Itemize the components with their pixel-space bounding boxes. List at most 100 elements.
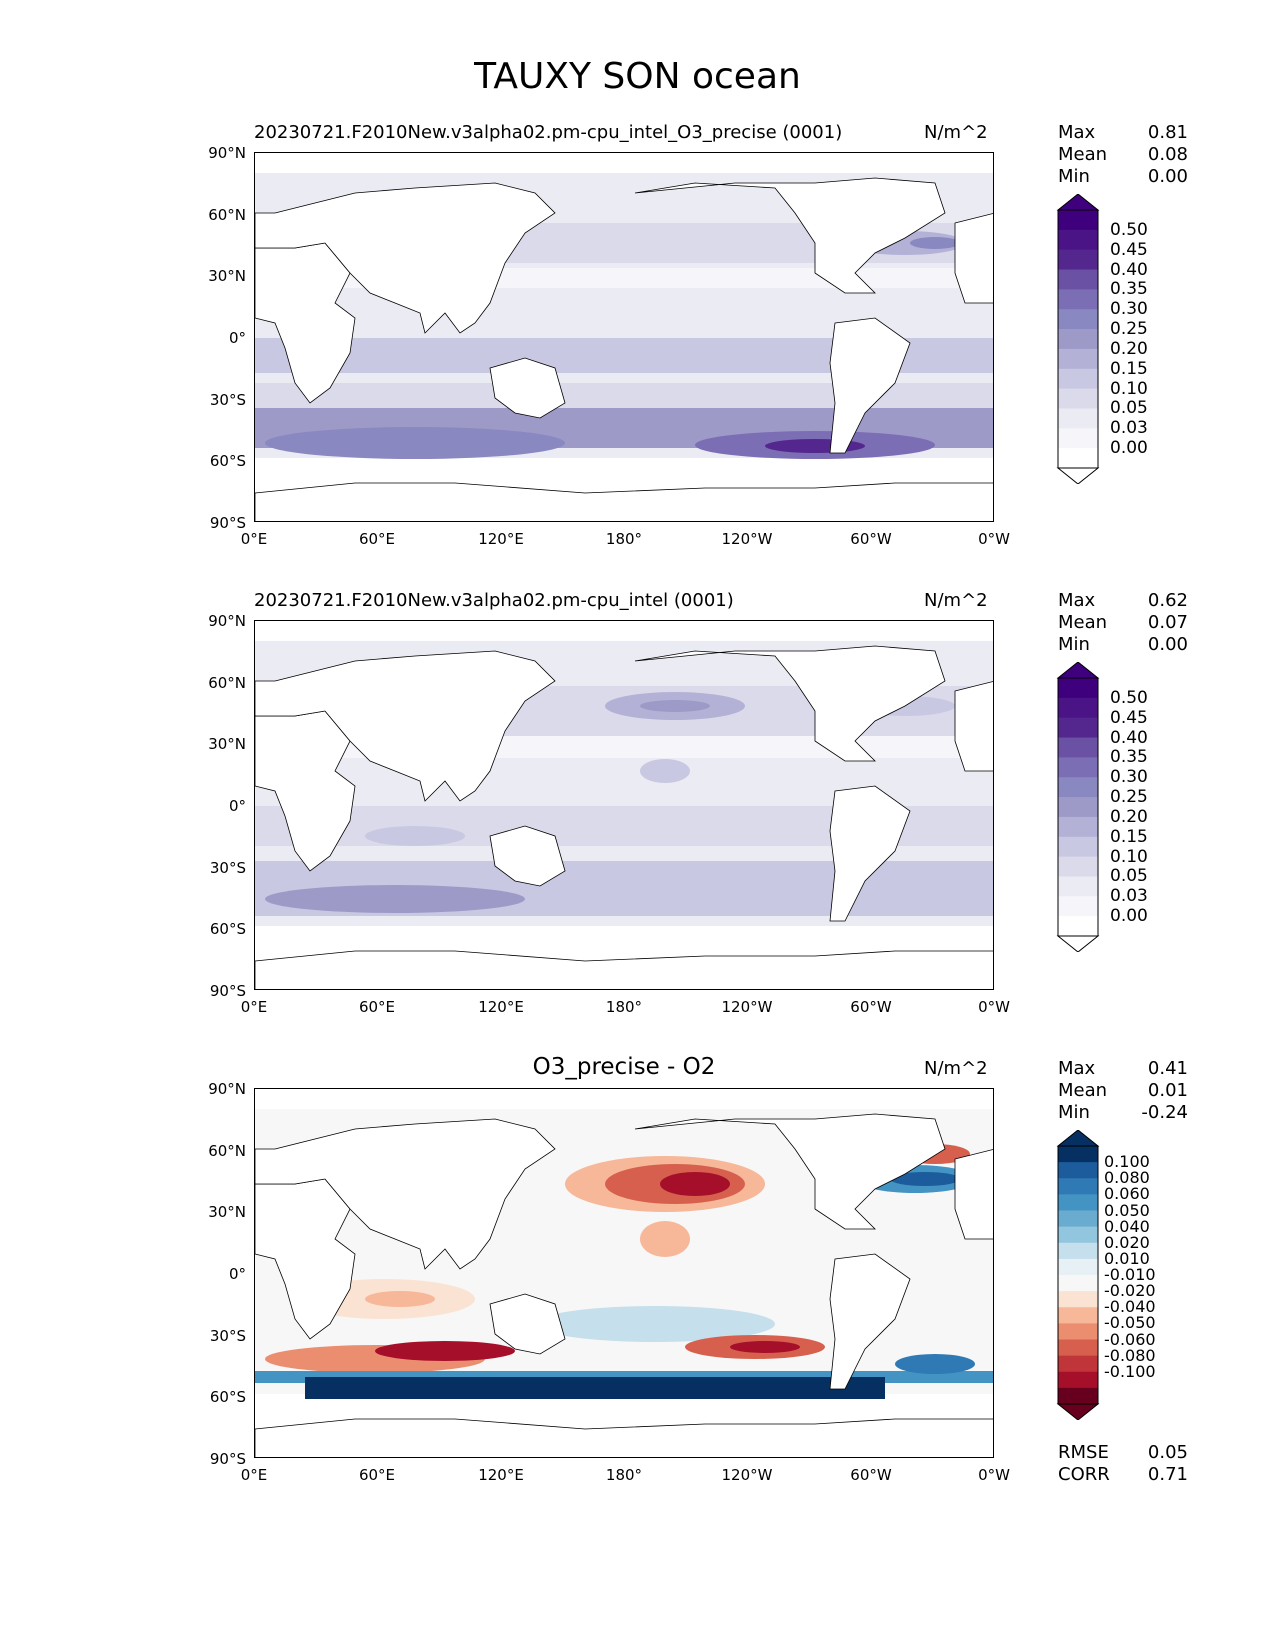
lat-tick: 90°N xyxy=(208,612,246,630)
colorbar-segment xyxy=(1058,289,1098,310)
colorbar-tick-label: -0.050 xyxy=(1104,1313,1156,1333)
colorbar-segment xyxy=(1058,1291,1098,1308)
colorbar-tick-label: 0.00 xyxy=(1110,438,1148,459)
stat-label: Max xyxy=(1058,122,1096,143)
lat-tick: 30°S xyxy=(209,859,246,877)
lat-tick: 30°N xyxy=(208,1203,246,1221)
colorbar-segment xyxy=(1058,856,1098,877)
panel-title: O3_precise - O2 xyxy=(532,1054,716,1080)
colorbar-extend-bottom xyxy=(1056,467,1100,484)
colorbar-segment xyxy=(1058,757,1098,778)
colorbar-tick-label: 0.25 xyxy=(1110,319,1148,340)
rmse-corr-box: RMSE 0.05 CORR 0.71 xyxy=(1058,1442,1188,1486)
colorbar-segment xyxy=(1058,836,1098,858)
colorbar-segment xyxy=(1058,269,1098,290)
lat-tick: 60°S xyxy=(209,1388,246,1406)
panel-difference: O3_precise - O2 N/m^2 xyxy=(0,1054,1275,1518)
colorbar-segment xyxy=(1058,448,1098,469)
lon-tick: 120°E xyxy=(478,998,524,1016)
stat-label: Min xyxy=(1058,166,1090,187)
colorbar-segment xyxy=(1058,1307,1098,1324)
colorbar-tick-label: -0.080 xyxy=(1104,1345,1156,1365)
colorbar-tick-label: 0.03 xyxy=(1110,418,1148,439)
lon-tick: 0°E xyxy=(240,530,268,548)
lat-tick: 30°N xyxy=(208,735,246,753)
lat-tick: 90°N xyxy=(208,1080,246,1098)
stats-box: Max 0.62 Mean 0.07 Min 0.00 xyxy=(1058,590,1188,656)
panel-reference: 20230721.F2010New.v3alpha02.pm-cpu_intel… xyxy=(0,590,1275,1050)
stat-label: Mean xyxy=(1058,612,1108,633)
colorbar-tick-label: 0.40 xyxy=(1110,727,1148,748)
colorbar-segment xyxy=(1058,1323,1098,1340)
colorbar-tick-label: 0.15 xyxy=(1110,826,1148,847)
colorbar-frame xyxy=(1057,209,1099,469)
colorbar-tick-label: 0.05 xyxy=(1110,866,1148,887)
lon-tick: 60°W xyxy=(850,998,892,1016)
stat-mean: 0.07 xyxy=(1147,612,1188,633)
panel-title: 20230721.F2010New.v3alpha02.pm-cpu_intel… xyxy=(254,590,734,611)
colorbar-segment xyxy=(1058,797,1098,818)
colorbar-segment xyxy=(1058,1178,1098,1195)
lon-tick: 0°E xyxy=(240,998,268,1016)
colorbar-tick-label: 0.30 xyxy=(1110,767,1148,788)
colorbar xyxy=(1056,194,1100,484)
stat-max: 0.62 xyxy=(1147,590,1188,611)
lon-tick: 120°E xyxy=(478,530,524,548)
rmse-value: 0.05 xyxy=(1147,1442,1188,1463)
colorbar-segment xyxy=(1058,408,1098,429)
lon-tick: 180° xyxy=(605,1466,643,1484)
colorbar-segment xyxy=(1058,249,1098,271)
stat-label: Max xyxy=(1058,590,1096,611)
colorbar-segment xyxy=(1058,1355,1098,1373)
lat-tick: 30°S xyxy=(209,391,246,409)
colorbar-tick-label: 0.50 xyxy=(1110,219,1148,240)
colorbar-tick-label: 0.20 xyxy=(1110,338,1148,359)
stat-label: Mean xyxy=(1058,144,1108,165)
lon-tick: 120°W xyxy=(721,530,773,548)
corr-value: 0.71 xyxy=(1147,1464,1188,1485)
colorbar xyxy=(1056,1130,1100,1420)
stats-box: Max 0.41 Mean 0.01 Min -0.24 xyxy=(1058,1058,1188,1124)
colorbar-segment xyxy=(1058,1258,1098,1276)
colorbar-extend-top xyxy=(1056,662,1100,679)
lon-tick: 120°W xyxy=(721,998,773,1016)
colorbar-tick-label: 0.45 xyxy=(1110,707,1148,728)
colorbar-segment xyxy=(1058,348,1098,370)
stat-label: Mean xyxy=(1058,1080,1108,1101)
lon-tick: 120°E xyxy=(478,1466,524,1484)
colorbar-tick-label: 0.15 xyxy=(1110,358,1148,379)
corr-label: CORR xyxy=(1058,1464,1110,1485)
stat-mean: 0.08 xyxy=(1147,144,1188,165)
colorbar-extend-bottom xyxy=(1056,1403,1100,1420)
stat-label: Min xyxy=(1058,634,1090,655)
lat-tick: 0° xyxy=(228,797,246,815)
colorbar-tick-label: 0.040 xyxy=(1104,1216,1150,1236)
panel-units: N/m^2 xyxy=(924,1058,988,1079)
colorbar-tick-label: -0.020 xyxy=(1104,1281,1156,1301)
colorbar-tick-label: 0.00 xyxy=(1110,906,1148,927)
colorbar-frame xyxy=(1057,677,1099,937)
lon-tick: 60°E xyxy=(358,998,396,1016)
colorbar-tick-label: 0.080 xyxy=(1104,1168,1150,1188)
colorbar-segment xyxy=(1058,329,1098,350)
map-plot xyxy=(254,620,994,990)
colorbar-extend-top xyxy=(1056,194,1100,211)
lat-tick: 60°N xyxy=(208,1142,246,1160)
colorbar-segment xyxy=(1058,1387,1098,1405)
stat-min: -0.24 xyxy=(1141,1102,1188,1123)
colorbar-segment xyxy=(1058,368,1098,390)
figure-title: TAUXY SON ocean xyxy=(474,56,801,97)
colorbar-tick-label: 0.20 xyxy=(1110,806,1148,827)
colorbar-segment xyxy=(1058,1242,1098,1260)
colorbar-segment xyxy=(1058,1339,1098,1357)
colorbar-tick-label: 0.50 xyxy=(1110,687,1148,708)
lon-tick: 60°W xyxy=(850,1466,892,1484)
colorbar-segment xyxy=(1058,1226,1098,1244)
colorbar-tick-label: 0.45 xyxy=(1110,239,1148,260)
panel-test: 20230721.F2010New.v3alpha02.pm-cpu_intel… xyxy=(0,122,1275,582)
lat-tick: 30°N xyxy=(208,267,246,285)
lon-tick: 120°W xyxy=(721,1466,773,1484)
panel-units: N/m^2 xyxy=(924,590,988,611)
rmse-label: RMSE xyxy=(1058,1442,1109,1463)
colorbar-segment xyxy=(1058,896,1098,917)
